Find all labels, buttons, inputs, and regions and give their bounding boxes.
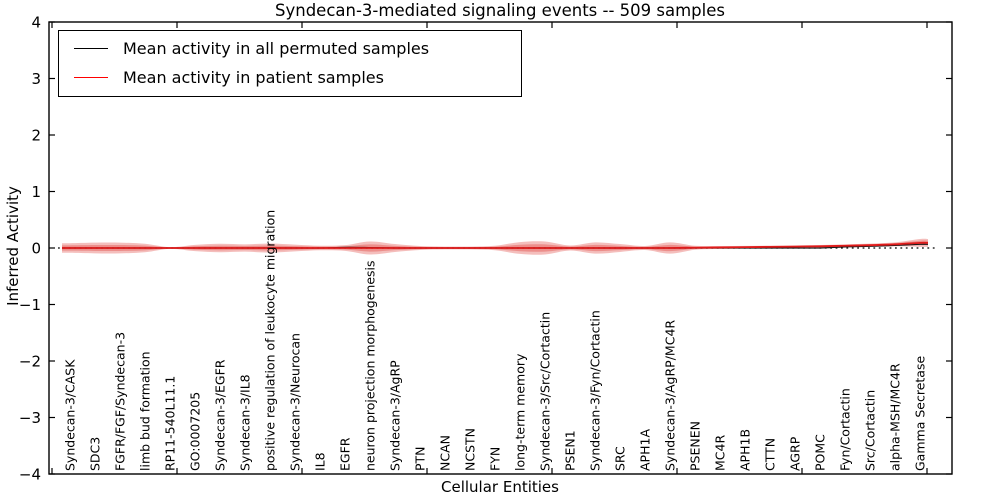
category-tick-label: POMC xyxy=(813,434,828,471)
legend-label-permuted: Mean activity in all permuted samples xyxy=(123,39,430,58)
y-tick-label: −1 xyxy=(19,296,41,314)
x-axis-label: Cellular Entities xyxy=(441,478,559,496)
category-tick-label: SRC xyxy=(613,446,628,471)
category-tick-label: AGRP xyxy=(788,436,803,471)
patient-band-inner xyxy=(62,240,928,252)
category-tick-label: FGFR/FGF/Syndecan-3 xyxy=(113,332,128,471)
category-tick-label: EGFR xyxy=(338,437,353,471)
category-tick-label: IL8 xyxy=(313,452,328,471)
category-tick-label: PSEN1 xyxy=(563,430,578,471)
category-tick-label: GO:0007205 xyxy=(188,392,203,471)
category-tick-label: Syndecan-3/AgRP xyxy=(388,360,403,471)
y-tick-label: 3 xyxy=(31,70,41,88)
category-tick-label: long-term memory xyxy=(513,353,528,471)
category-tick-label: Syndecan-3/AgRP/MC4R xyxy=(663,320,678,471)
category-tick-label: APH1B xyxy=(738,429,753,471)
category-tick-label: NCSTN xyxy=(463,428,478,471)
category-tick-label: Syndecan-3/Neurocan xyxy=(288,333,303,471)
category-tick-label: Syndecan-3/IL8 xyxy=(238,374,253,471)
category-tick-label: alpha-MSH/MC4R xyxy=(888,363,903,471)
y-axis-label: Inferred Activity xyxy=(4,186,22,306)
category-tick-label: Syndecan-3/Src/Cortactin xyxy=(538,312,553,471)
y-tick-label: 0 xyxy=(31,239,41,257)
legend-box: Mean activity in all permuted samples Me… xyxy=(58,30,522,97)
category-tick-label: Src/Cortactin xyxy=(863,390,878,471)
legend-item-patient: Mean activity in patient samples xyxy=(59,63,521,92)
y-tick-label: −2 xyxy=(19,352,41,370)
category-tick-label: Gamma Secretase xyxy=(913,356,928,471)
category-tick-label: FYN xyxy=(488,447,503,471)
legend-item-permuted: Mean activity in all permuted samples xyxy=(59,34,521,63)
permuted-line-swatch xyxy=(74,48,108,49)
category-tick-label: SDC3 xyxy=(88,437,103,471)
category-tick-label: Fyn/Cortactin xyxy=(838,388,853,471)
category-tick-label: Syndecan-3/EGFR xyxy=(213,359,228,471)
legend-label-patient: Mean activity in patient samples xyxy=(123,68,384,87)
y-tick-label: −3 xyxy=(19,409,41,427)
category-tick-label: Syndecan-3/Fyn/Cortactin xyxy=(588,310,603,471)
category-tick-label: PSENEN xyxy=(688,421,703,471)
y-tick-label: 4 xyxy=(31,13,41,31)
category-tick-label: Syndecan-3/CASK xyxy=(63,359,78,471)
patient-band-outer xyxy=(62,238,928,255)
category-tick-label: NCAN xyxy=(438,435,453,471)
category-tick-label: RP11-540L11.1 xyxy=(163,376,178,471)
category-tick-label: PTN xyxy=(413,446,428,471)
y-tick-label: −4 xyxy=(19,465,41,483)
y-tick-label: 1 xyxy=(31,183,41,201)
category-tick-label: CTTN xyxy=(763,438,778,471)
category-tick-label: neuron projection morphogenesis xyxy=(363,260,378,471)
category-tick-label: positive regulation of leukocyte migrati… xyxy=(263,210,278,471)
category-tick-label: limb bud formation xyxy=(138,351,153,471)
patient-mean-line xyxy=(62,241,929,249)
y-tick-label: 2 xyxy=(31,126,41,144)
chart-title: Syndecan-3-mediated signaling events -- … xyxy=(275,1,725,20)
category-tick-label: MC4R xyxy=(713,435,728,471)
patient-line-swatch xyxy=(74,77,108,78)
category-tick-label: APH1A xyxy=(638,429,653,471)
